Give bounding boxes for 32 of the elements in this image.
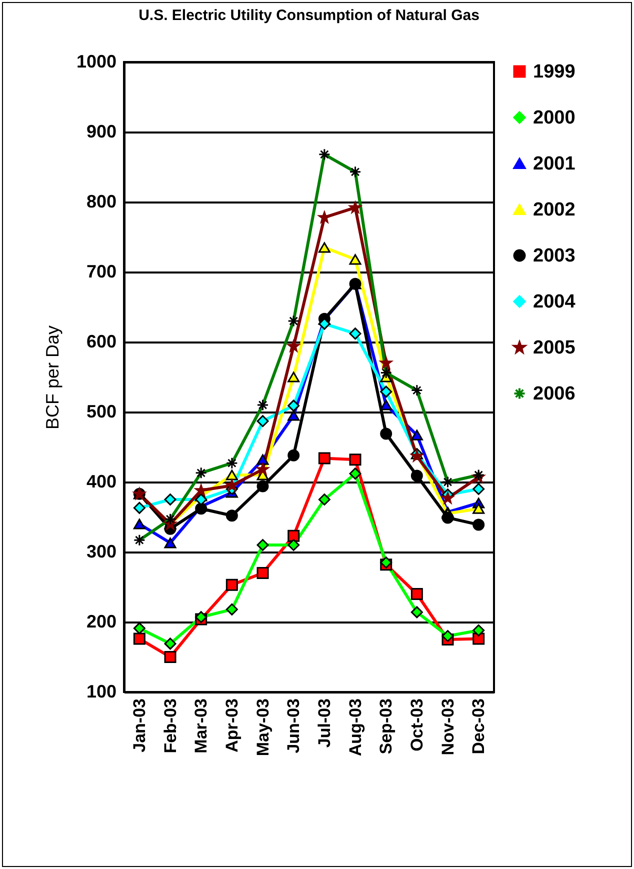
y-tick-label: 800 <box>86 192 116 212</box>
x-tick-label: May-03 <box>253 698 272 756</box>
x-tick-label: Jan-03 <box>130 698 149 752</box>
legend-label: 2006 <box>533 384 576 404</box>
x-tick-label: Nov-03 <box>438 698 458 756</box>
x-tick-label: Apr-03 <box>222 698 242 752</box>
legend-label: 2001 <box>533 154 576 174</box>
y-tick-label: 400 <box>86 472 116 492</box>
legend-label: 2004 <box>533 292 576 312</box>
y-tick-label: 300 <box>86 542 116 562</box>
y-tick-label: 200 <box>86 612 116 632</box>
x-tick-label: Oct-03 <box>407 698 426 752</box>
y-axis-title: BCF per Day <box>42 325 62 430</box>
x-tick-label: Jul-03 <box>314 698 334 748</box>
x-tick-label: Dec-03 <box>469 698 488 754</box>
legend-label: 2003 <box>533 246 576 266</box>
y-tick-label: 100 <box>86 682 116 702</box>
y-tick-label: 600 <box>86 332 116 352</box>
x-tick-label: Feb-03 <box>160 698 180 754</box>
legend-label: 1999 <box>533 62 576 82</box>
y-tick-label: 1000 <box>76 52 116 72</box>
chart-title: U.S. Electric Utility Consumption of Natural Gas <box>138 7 480 24</box>
x-tick-label: Mar-03 <box>192 698 211 754</box>
y-tick-label: 500 <box>86 402 116 422</box>
legend-label: 2002 <box>533 200 576 220</box>
x-tick-label: Aug-03 <box>346 698 365 756</box>
legend-label: 2000 <box>533 108 576 128</box>
legend-label: 2005 <box>533 338 576 358</box>
y-tick-label: 700 <box>86 262 116 282</box>
y-tick-label: 900 <box>86 122 116 142</box>
x-tick-label: Jun-03 <box>284 698 304 754</box>
x-tick-label: Sep-03 <box>376 698 396 754</box>
